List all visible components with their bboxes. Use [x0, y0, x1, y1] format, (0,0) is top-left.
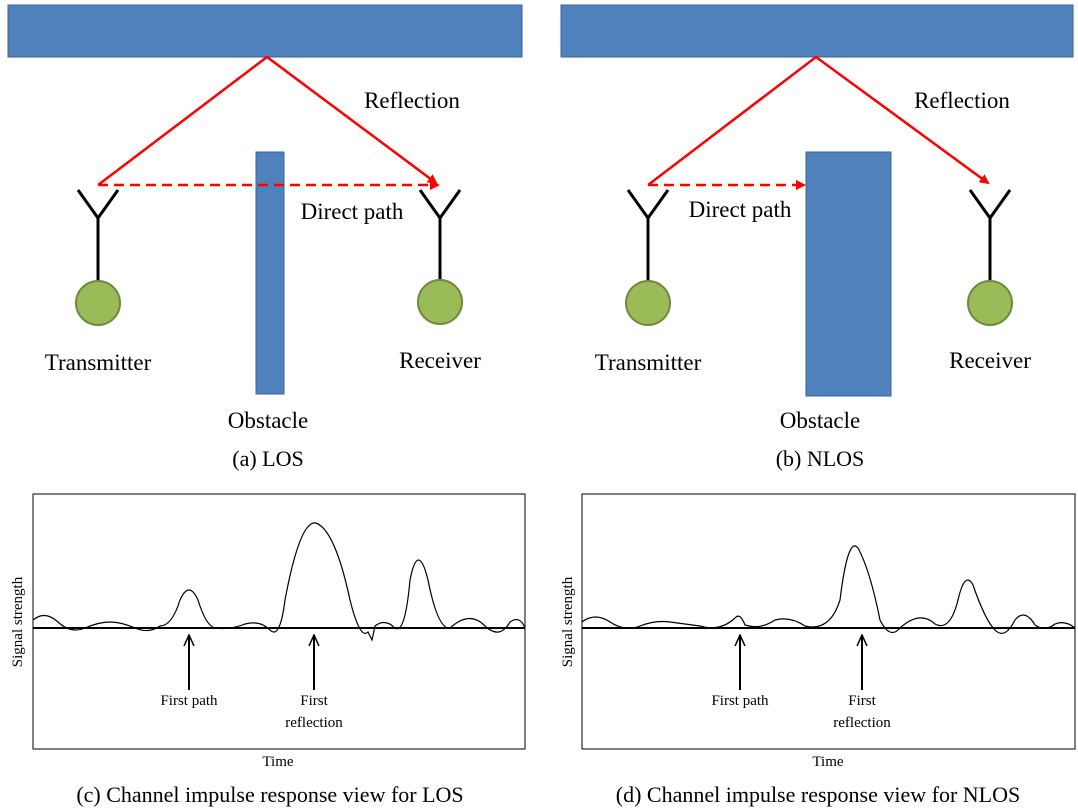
plot-los: First path First reflection Time Signal … — [10, 494, 525, 807]
tx-antenna — [78, 190, 118, 282]
annotation: First — [300, 693, 328, 709]
x-axis-label: Time — [812, 754, 843, 770]
plot-frame — [33, 494, 525, 749]
obstacle — [806, 152, 891, 396]
rx-antenna — [420, 190, 460, 282]
panel-nlos: Reflection Direct path Transmitter Recei… — [561, 5, 1073, 471]
rx-node — [968, 281, 1012, 325]
tx-antenna — [628, 190, 668, 282]
annotation: reflection — [833, 715, 891, 731]
obstacle — [256, 152, 284, 394]
plot-nlos: First path First reflection Time Signal … — [560, 494, 1075, 807]
tx-node — [76, 281, 120, 325]
caption: (c) Channel impulse response view for LO… — [76, 782, 463, 807]
label: Transmitter — [45, 350, 152, 375]
caption: (a) LOS — [232, 446, 303, 471]
x-axis-label: Time — [262, 754, 293, 770]
y-axis-label: Signal strength — [560, 576, 576, 667]
label: Transmitter — [595, 350, 702, 375]
y-axis-label: Signal strength — [10, 576, 26, 667]
label: Obstacle — [228, 408, 308, 433]
caption: (d) Channel impulse response view for NL… — [616, 782, 1020, 807]
label: Receiver — [949, 348, 1031, 373]
rx-node — [418, 280, 462, 324]
label: Receiver — [399, 348, 481, 373]
label: Reflection — [364, 88, 460, 113]
figure: Reflection Direct path Transmitter Recei… — [0, 0, 1078, 812]
annotation: First — [848, 693, 876, 709]
waveform — [33, 523, 525, 640]
rx-antenna — [970, 190, 1010, 282]
label: Direct path — [689, 197, 792, 222]
label: Reflection — [914, 88, 1010, 113]
annotation: reflection — [285, 715, 343, 731]
reflector — [561, 5, 1073, 57]
annotation: First path — [160, 693, 218, 709]
waveform — [582, 546, 1075, 634]
label: Obstacle — [780, 408, 860, 433]
label: Direct path — [301, 199, 404, 224]
caption: (b) NLOS — [776, 446, 865, 471]
tx-node — [626, 281, 670, 325]
panel-los: Reflection Direct path Transmitter Recei… — [8, 5, 522, 471]
reflector — [8, 5, 522, 57]
page: {"panels": [ {"reflection": "Reflection"… — [0, 0, 1078, 812]
annotation: First path — [711, 693, 769, 709]
